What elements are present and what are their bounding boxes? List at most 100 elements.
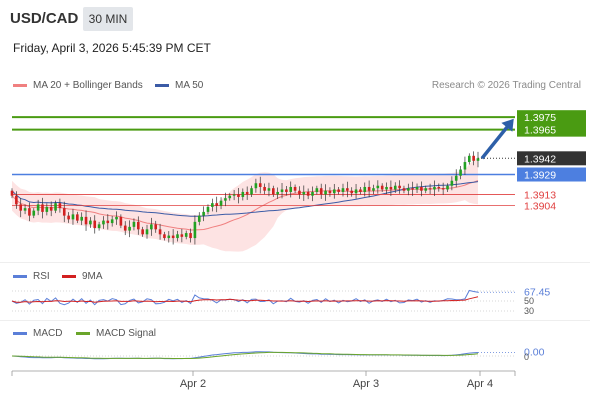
legend-ma50: MA 50	[155, 80, 203, 91]
candle-body	[380, 185, 384, 190]
macd-swatch	[13, 331, 27, 335]
candle-body	[254, 183, 258, 189]
candle-body	[62, 208, 66, 216]
candle-body	[476, 158, 480, 161]
candle-body	[350, 190, 354, 194]
candle-body	[219, 200, 223, 206]
panel-separator	[0, 320, 590, 321]
symbol-title: USD/CAD	[10, 10, 79, 27]
candle-body	[341, 188, 345, 192]
candle-body	[441, 188, 445, 190]
legend-ma50-label: MA 50	[175, 80, 204, 91]
candle-body	[393, 185, 397, 190]
bollinger-band-fill	[12, 156, 478, 252]
candle-body	[58, 203, 62, 209]
candle-body	[93, 220, 97, 229]
candle-body	[119, 216, 123, 226]
forecast-arrow-shaft	[480, 122, 512, 160]
candle-body	[332, 189, 336, 194]
resistance-label: 1.3975	[524, 112, 556, 124]
x-axis: Apr 2 Apr 3 Apr 4	[11, 370, 516, 390]
candle-body	[128, 226, 131, 231]
candle-body	[110, 219, 114, 224]
candle-body	[276, 191, 279, 195]
bollinger-band	[12, 156, 478, 252]
x-tick-label: Apr 3	[353, 378, 379, 390]
legend-ma20-label: MA 20 + Bollinger Bands	[33, 80, 143, 91]
rsi-swatch	[13, 274, 27, 278]
rsi-ma-line	[11, 296, 479, 303]
candle-body	[41, 204, 44, 212]
rsi-ma-swatch	[62, 274, 76, 278]
macd-signal-swatch	[76, 331, 90, 335]
candle-body	[354, 189, 358, 194]
candle-body	[385, 186, 388, 190]
candle-body	[136, 221, 140, 230]
candle-body	[272, 188, 275, 195]
candle-body	[84, 216, 88, 225]
ma50-line	[11, 181, 479, 217]
candle-body	[407, 188, 410, 191]
candle-body	[106, 220, 110, 224]
candle-body	[158, 229, 162, 235]
candle-body	[189, 233, 192, 239]
candle-body	[184, 233, 188, 237]
rsi-current-label: 67.45	[524, 286, 550, 298]
candle-body	[428, 188, 432, 190]
candle-body	[197, 215, 201, 222]
candle-body	[398, 185, 401, 189]
candle-body	[267, 188, 271, 191]
candle-body	[306, 191, 310, 196]
datetime-label: Friday, April 3, 2026 5:45:39 PM CET	[13, 41, 211, 55]
timeframe-button[interactable]: 30 MIN	[83, 7, 133, 31]
candle-body	[67, 215, 70, 220]
candle-body	[206, 206, 210, 212]
candle-body	[437, 186, 441, 189]
rsi-axis-label: 30	[524, 306, 534, 316]
candle-body	[372, 188, 375, 191]
candle-body	[415, 186, 419, 190]
legend-macd: MACD	[13, 328, 62, 339]
candle-body	[232, 194, 236, 196]
candle-body	[472, 155, 475, 161]
candle-body	[132, 221, 136, 227]
candle-body	[376, 185, 380, 189]
candle-body	[202, 211, 205, 216]
candle-body	[36, 204, 40, 211]
candle-body	[145, 229, 149, 235]
panel-separator	[0, 262, 590, 263]
legend-rsi-label: RSI	[33, 271, 50, 282]
candle-body	[258, 183, 262, 187]
moving-averages	[11, 180, 479, 231]
legend-ma20: MA 20 + Bollinger Bands	[13, 80, 143, 91]
candle-body	[154, 224, 158, 230]
candle-body	[76, 214, 79, 221]
legend-rsi: RSI	[13, 271, 50, 282]
macd-panel: 0.000	[11, 347, 545, 362]
candle-body	[285, 189, 288, 192]
ma20-swatch	[13, 83, 27, 87]
candle-body	[328, 190, 332, 194]
resistance-label: 1.3965	[524, 125, 556, 137]
candle-body	[298, 190, 301, 195]
x-tick-label: Apr 2	[180, 378, 206, 390]
candle-body	[337, 189, 340, 192]
candle-body	[237, 194, 240, 197]
candle-body	[97, 224, 101, 229]
candle-body	[19, 204, 23, 211]
price-levels	[12, 116, 515, 207]
candle-body	[71, 214, 75, 220]
candle-body	[324, 190, 327, 195]
ma50-swatch	[155, 83, 169, 87]
candle-body	[433, 186, 436, 190]
last-label-box	[517, 151, 586, 166]
candle-body	[167, 235, 171, 239]
resistance-label-box	[517, 122, 586, 137]
candle-body	[450, 180, 454, 186]
candles	[10, 151, 480, 245]
candle-body	[10, 190, 14, 196]
candle-body	[411, 188, 414, 190]
candle-body	[45, 206, 49, 212]
